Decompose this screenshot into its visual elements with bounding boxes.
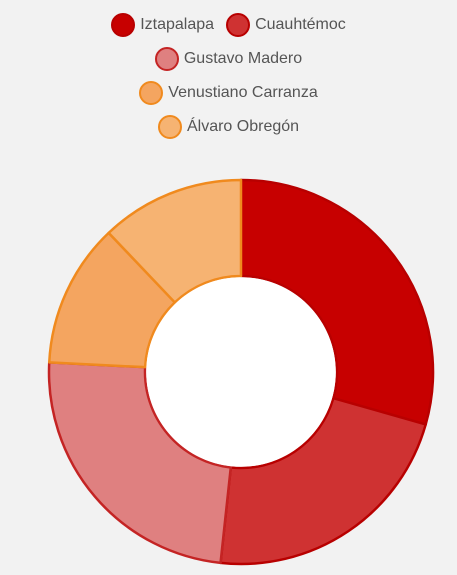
legend-label-cuauhtemoc: Cuauhtémoc bbox=[255, 16, 346, 33]
legend-row: Iztapalapa Cuauhtémoc bbox=[105, 8, 352, 42]
legend-label-alvaro-obregon: Álvaro Obregón bbox=[186, 118, 300, 135]
legend-item-cuauhtemoc[interactable]: Cuauhtémoc bbox=[226, 13, 346, 37]
donut-slice-gustavo-madero[interactable] bbox=[47, 361, 233, 565]
legend-swatch-gustavo-madero bbox=[154, 47, 179, 71]
donut-slice-iztapalapa[interactable] bbox=[239, 178, 435, 426]
legend-label-venustiano-carranza: Venustiano Carranza bbox=[168, 84, 318, 101]
legend-label-iztapalapa: Iztapalapa bbox=[140, 16, 215, 33]
legend-row: Álvaro Obregón bbox=[152, 110, 305, 144]
legend-item-iztapalapa[interactable]: Iztapalapa bbox=[111, 13, 214, 37]
legend: Iztapalapa Cuauhtémoc Gustavo Madero Ven… bbox=[0, 8, 457, 144]
legend-row: Gustavo Madero bbox=[149, 42, 308, 76]
legend-row: Venustiano Carranza bbox=[133, 76, 323, 110]
legend-item-venustiano-carranza[interactable]: Venustiano Carranza bbox=[139, 81, 318, 105]
legend-swatch-venustiano-carranza bbox=[139, 81, 164, 105]
donut-hole bbox=[146, 277, 336, 467]
donut-slice-alvaro-obregon[interactable] bbox=[107, 178, 243, 304]
legend-swatch-cuauhtemoc bbox=[226, 13, 251, 37]
legend-swatch-alvaro-obregon bbox=[157, 115, 182, 139]
legend-label-gustavo-madero: Gustavo Madero bbox=[183, 50, 303, 67]
donut-slice-cuauhtemoc[interactable] bbox=[219, 396, 427, 566]
legend-swatch-iztapalapa bbox=[111, 13, 136, 37]
legend-item-gustavo-madero[interactable]: Gustavo Madero bbox=[154, 47, 303, 71]
legend-item-alvaro-obregon[interactable]: Álvaro Obregón bbox=[157, 115, 300, 139]
